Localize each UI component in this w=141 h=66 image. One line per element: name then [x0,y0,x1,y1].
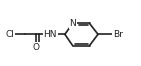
Text: Cl: Cl [5,30,14,39]
Text: O: O [32,43,39,52]
Text: N: N [69,19,76,28]
Text: HN: HN [43,30,57,39]
Text: Br: Br [113,30,123,39]
